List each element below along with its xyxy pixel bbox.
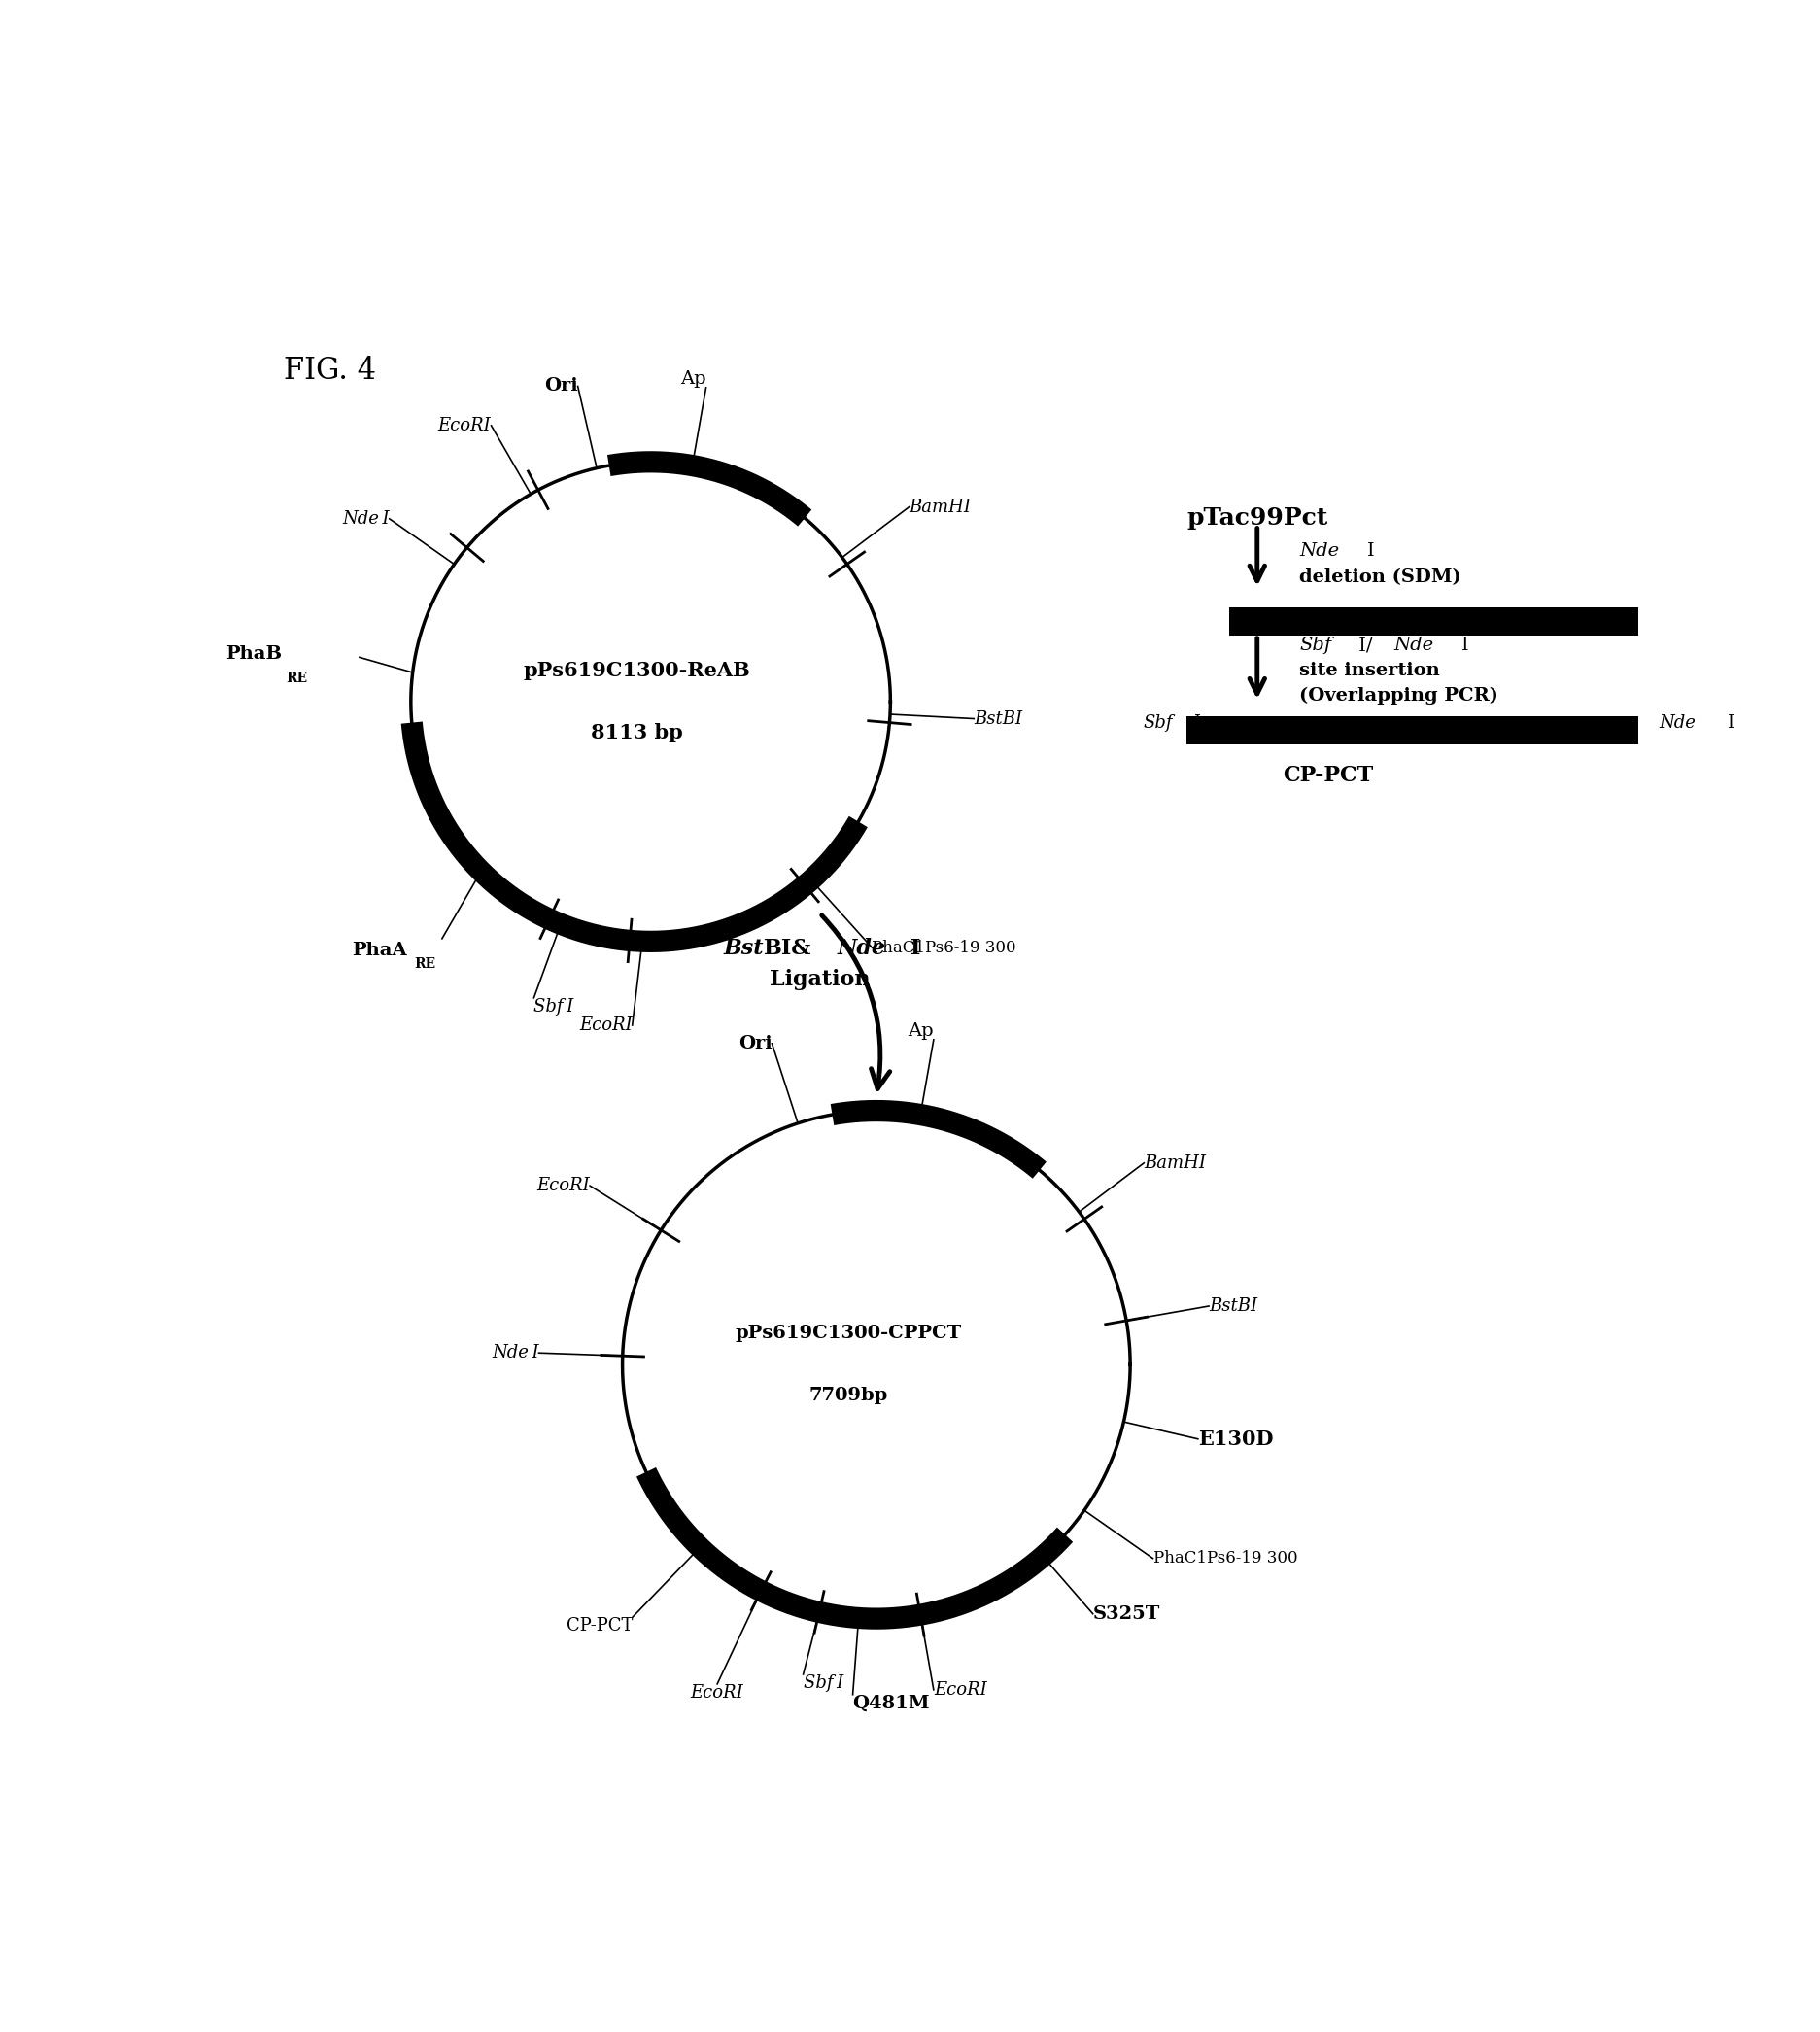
Text: BstBI: BstBI xyxy=(1208,1296,1258,1315)
Text: PhaC1Ps6-19 300: PhaC1Ps6-19 300 xyxy=(1152,1550,1298,1567)
Bar xyxy=(1229,608,1653,636)
Text: site insertion: site insertion xyxy=(1299,662,1440,679)
Text: RE: RE xyxy=(413,957,435,971)
Text: BamHI: BamHI xyxy=(1145,1154,1207,1172)
Text: I: I xyxy=(1367,543,1374,559)
Text: Sbf: Sbf xyxy=(1143,713,1172,732)
Text: I: I xyxy=(1461,636,1469,654)
Text: I/: I/ xyxy=(1352,636,1372,654)
Text: Ori: Ori xyxy=(544,378,577,394)
Text: PhaC1Ps6-19 300: PhaC1Ps6-19 300 xyxy=(872,939,1017,955)
Text: Sbf I: Sbf I xyxy=(533,998,573,1016)
Text: FIG. 4: FIG. 4 xyxy=(284,356,377,386)
Text: Nde I: Nde I xyxy=(491,1345,539,1361)
Text: Sbf: Sbf xyxy=(1299,636,1332,654)
Text: pPs619C1300-ReAB: pPs619C1300-ReAB xyxy=(522,660,750,681)
Bar xyxy=(1187,715,1638,744)
Text: Sbf I: Sbf I xyxy=(803,1674,843,1693)
Text: RE: RE xyxy=(286,671,308,685)
Text: pPs619C1300-CPPCT: pPs619C1300-CPPCT xyxy=(735,1325,961,1343)
Text: EcoRI: EcoRI xyxy=(537,1177,590,1195)
Text: Nde: Nde xyxy=(1394,636,1434,654)
Text: Nde: Nde xyxy=(1660,713,1696,732)
Text: EcoRI: EcoRI xyxy=(579,1016,632,1034)
Text: BamHI: BamHI xyxy=(910,498,972,516)
Text: PhaA: PhaA xyxy=(351,941,406,959)
Text: pTac99Pct: pTac99Pct xyxy=(1187,506,1329,530)
Text: deletion (SDM): deletion (SDM) xyxy=(1299,569,1461,587)
Text: (Overlapping PCR): (Overlapping PCR) xyxy=(1299,687,1498,705)
FancyArrowPatch shape xyxy=(823,914,890,1089)
Text: Ap: Ap xyxy=(681,370,706,388)
Text: I: I xyxy=(1727,713,1734,732)
Text: 8113 bp: 8113 bp xyxy=(590,723,682,742)
Text: Nde I: Nde I xyxy=(342,510,389,528)
Text: EcoRI: EcoRI xyxy=(934,1680,986,1699)
Text: 7709bp: 7709bp xyxy=(808,1388,888,1404)
Text: I: I xyxy=(1194,713,1201,732)
Text: Ap: Ap xyxy=(908,1022,934,1040)
Text: Ligation: Ligation xyxy=(770,969,870,990)
Text: I: I xyxy=(910,939,921,959)
Text: CP-PCT: CP-PCT xyxy=(566,1617,633,1634)
Text: Nde: Nde xyxy=(1299,543,1340,559)
Text: BI&: BI& xyxy=(764,939,812,959)
Text: Nde: Nde xyxy=(837,939,885,959)
Text: Bst: Bst xyxy=(723,939,764,959)
Text: EcoRI: EcoRI xyxy=(690,1685,744,1701)
Text: Ori: Ori xyxy=(739,1034,772,1053)
Text: PhaB: PhaB xyxy=(226,646,282,662)
Text: Q481M: Q481M xyxy=(854,1695,930,1713)
Text: E130D: E130D xyxy=(1198,1428,1274,1449)
Text: CP-PCT: CP-PCT xyxy=(1283,766,1372,786)
Text: S325T: S325T xyxy=(1092,1605,1161,1624)
Text: EcoRI: EcoRI xyxy=(439,417,491,435)
Text: BstBI: BstBI xyxy=(974,709,1023,727)
